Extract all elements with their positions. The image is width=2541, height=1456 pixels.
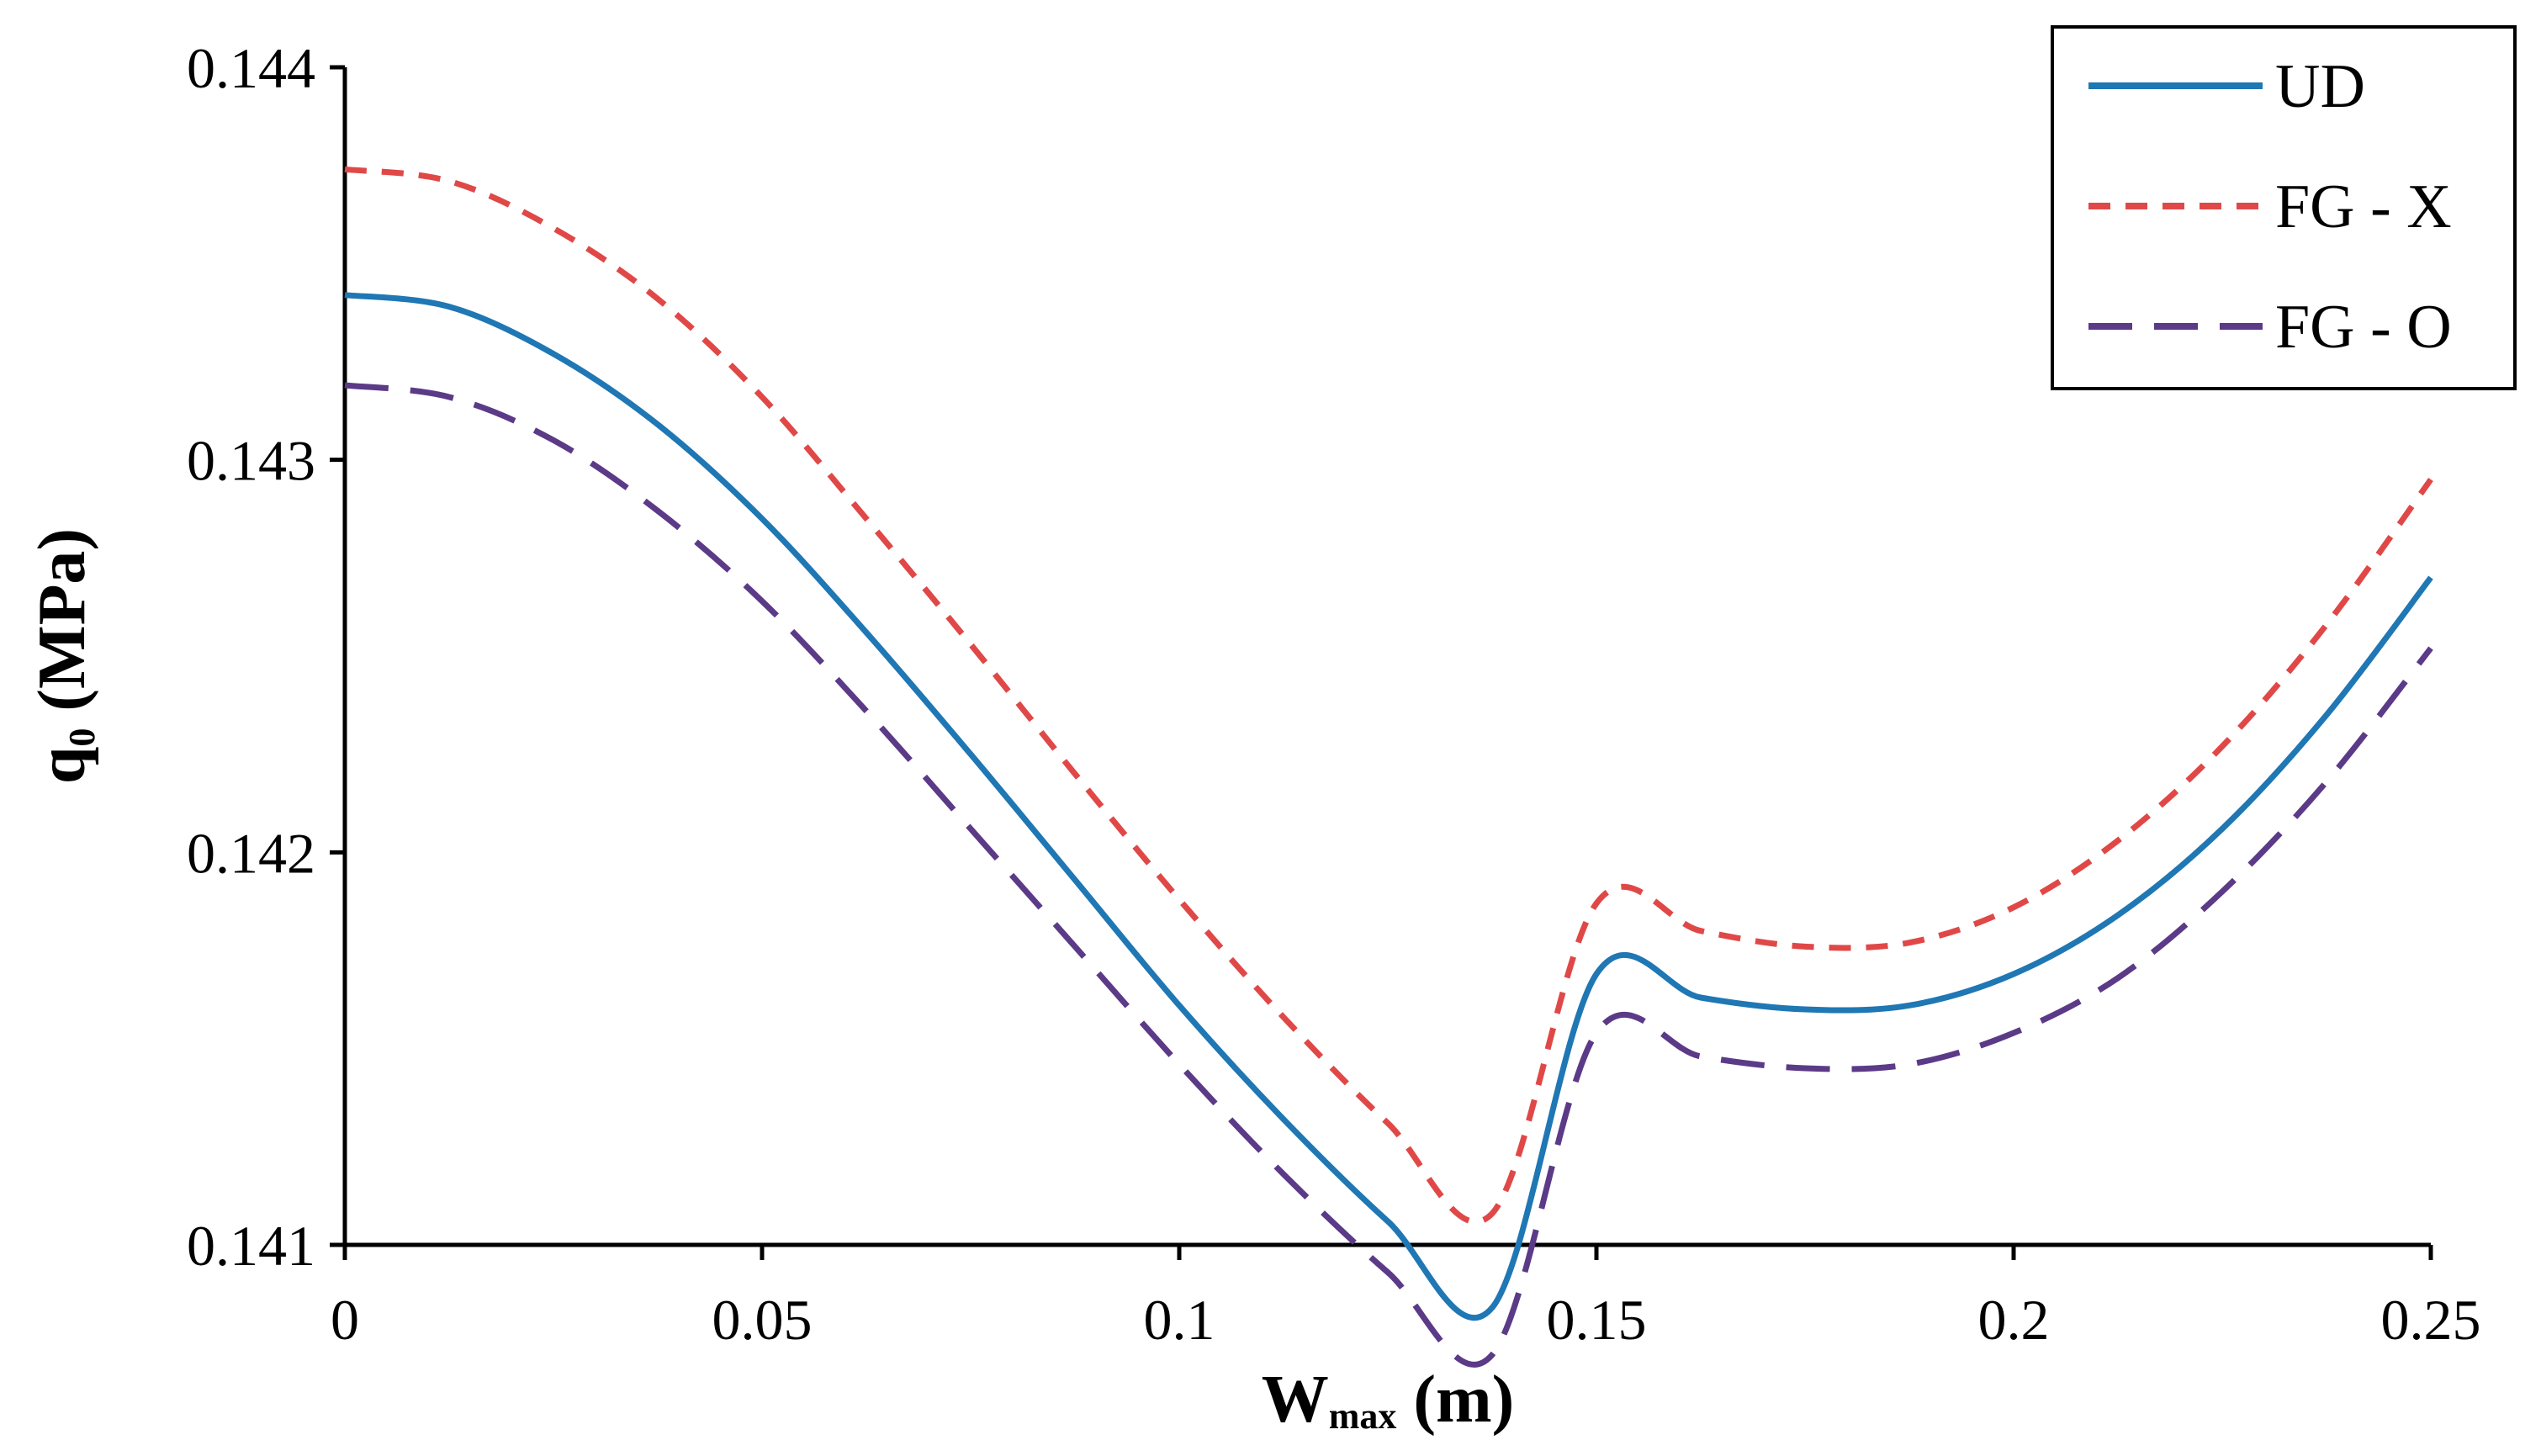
- x-tick-label: 0.1: [1144, 1288, 1215, 1352]
- y-axis-title-main: q: [25, 747, 99, 785]
- x-tick-label: 0.25: [2381, 1288, 2481, 1352]
- series-layer: [344, 166, 2433, 1368]
- legend-label-ud: UD: [2275, 52, 2365, 121]
- x-axis-title-main: W: [1262, 1363, 1329, 1437]
- legend: UD FG - X FG - O: [2051, 25, 2517, 390]
- x-tick-label: 0.2: [1978, 1288, 2050, 1352]
- x-axis-title: Wmax (m): [1262, 1363, 1515, 1437]
- x-tick-label: 0.15: [1547, 1288, 1647, 1352]
- y-axis-title: q0 (MPa): [25, 528, 103, 784]
- y-axis-title-unit: (MPa): [25, 528, 99, 728]
- x-axis-title-unit: (m): [1396, 1363, 1514, 1437]
- y-tick-label: 0.144: [187, 36, 315, 100]
- legend-label-fg-x: FG - X: [2275, 172, 2452, 241]
- ticks-layer: 0 0.05 0.1 0.15 0.2 0.25 0.141 0.142 0.143 0.144: [187, 36, 2481, 1352]
- plot-area: 0 0.05 0.1 0.15 0.2 0.25 0.141 0.142 0.143 0.144: [187, 36, 2481, 1368]
- y-tick-label: 0.143: [187, 429, 315, 493]
- legend-label-fg-o: FG - O: [2275, 293, 2452, 362]
- x-tick-label: 0: [331, 1288, 359, 1352]
- series-line-fg-x: [344, 166, 2433, 1225]
- y-tick-label: 0.142: [187, 821, 315, 885]
- y-tick-label: 0.141: [187, 1214, 315, 1278]
- series-line-fg-o: [344, 382, 2433, 1368]
- x-tick-label: 0.05: [712, 1288, 813, 1352]
- x-axis-title-sub: max: [1329, 1395, 1397, 1437]
- y-axis-title-sub: 0: [61, 728, 103, 747]
- series-line-ud: [344, 292, 2433, 1321]
